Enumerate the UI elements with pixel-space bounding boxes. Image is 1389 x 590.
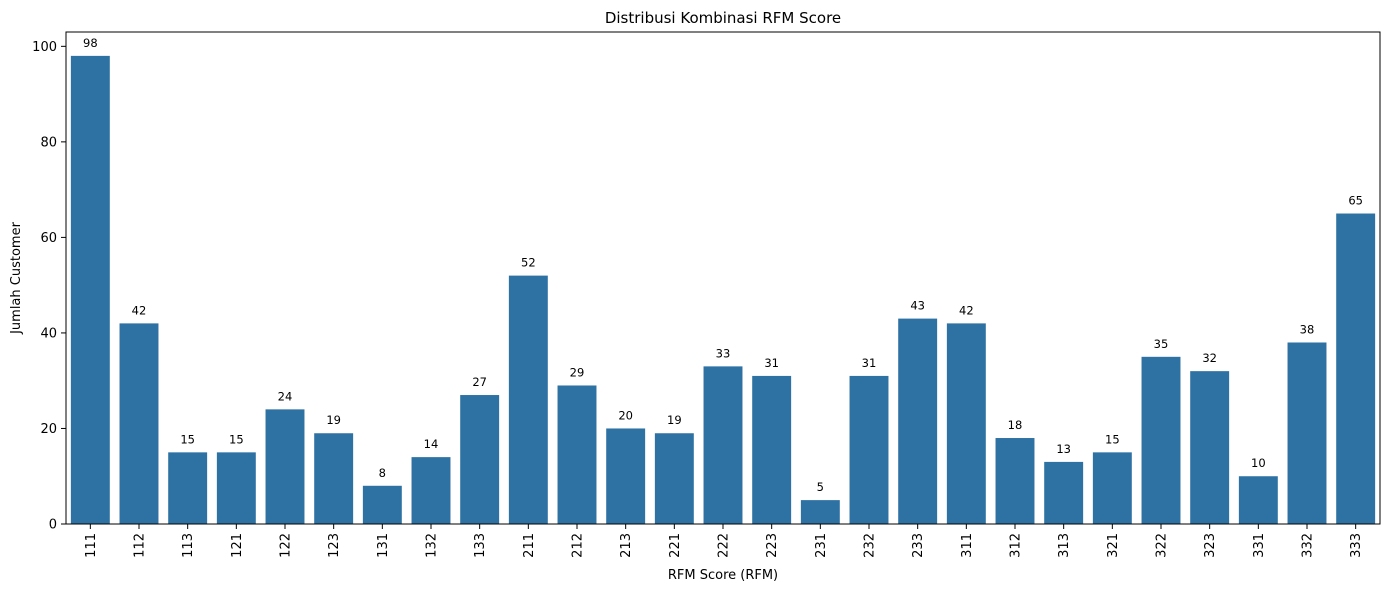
x-tick-label: 323 — [1203, 533, 1218, 558]
y-tick-label: 0 — [49, 518, 57, 533]
x-tick-label: 222 — [717, 533, 732, 558]
data-label-221: 19 — [667, 413, 682, 427]
bar-112 — [119, 323, 159, 524]
bar-212 — [557, 385, 597, 524]
data-label-323: 32 — [1202, 351, 1217, 365]
bar-213 — [606, 428, 646, 524]
bar-313 — [1044, 461, 1084, 524]
y-axis-ticks: 0 20 40 60 80 100 — [32, 40, 66, 533]
data-label-113: 15 — [180, 432, 195, 446]
data-label-112: 42 — [132, 303, 147, 317]
x-tick-label: 233 — [911, 533, 926, 558]
x-tick-label: 332 — [1301, 533, 1316, 558]
bar-332 — [1287, 342, 1327, 524]
bar-331 — [1238, 476, 1278, 524]
x-tick-label: 132 — [425, 533, 440, 558]
x-tick-label: 311 — [960, 533, 975, 558]
x-tick-label: 131 — [376, 533, 391, 558]
data-label-223: 31 — [764, 356, 779, 370]
data-label-312: 18 — [1008, 418, 1023, 432]
bar-111 — [70, 55, 110, 525]
data-label-123: 19 — [326, 413, 341, 427]
y-tick-label: 20 — [40, 422, 57, 437]
bar-222 — [703, 366, 743, 524]
bar-232 — [849, 375, 889, 524]
data-label-233: 43 — [910, 299, 925, 313]
bar-323 — [1190, 371, 1230, 524]
bar-311 — [946, 323, 986, 524]
bar-122 — [265, 409, 305, 524]
data-label-213: 20 — [618, 408, 633, 422]
data-label-232: 31 — [862, 356, 877, 370]
bar-333 — [1336, 213, 1376, 524]
bar-312 — [995, 438, 1035, 524]
bar-221 — [654, 433, 694, 524]
x-tick-label: 121 — [230, 533, 245, 558]
bar-132 — [411, 457, 451, 524]
data-labels-group: 98 42 15 15 24 19 8 14 27 52 29 20 19 33 31 5 31 43 42 18 13… — [83, 36, 1363, 494]
bar-233 — [898, 318, 938, 524]
data-label-212: 29 — [570, 365, 585, 379]
data-label-321: 15 — [1105, 432, 1120, 446]
bars-group — [70, 55, 1376, 525]
chart-title: Distribusi Kombinasi RFM Score — [605, 9, 841, 27]
data-label-111: 98 — [83, 36, 98, 50]
data-label-211: 52 — [521, 256, 536, 270]
x-tick-label: 133 — [473, 533, 488, 558]
x-tick-label: 122 — [279, 533, 294, 558]
y-tick-label: 40 — [40, 326, 57, 341]
plot-frame — [65, 31, 1381, 525]
data-label-333: 65 — [1348, 194, 1363, 208]
x-tick-label: 333 — [1349, 533, 1364, 558]
x-tick-label: 231 — [814, 533, 829, 558]
x-tick-label: 113 — [181, 533, 196, 558]
data-label-122: 24 — [278, 389, 293, 403]
x-tick-label: 211 — [522, 533, 537, 558]
x-tick-label: 313 — [1057, 533, 1072, 558]
data-label-231: 5 — [817, 480, 824, 494]
x-tick-label: 212 — [571, 533, 586, 558]
x-tick-label: 232 — [863, 533, 878, 558]
bar-113 — [168, 452, 208, 524]
x-tick-label: 221 — [668, 533, 683, 558]
x-tick-label: 223 — [765, 533, 780, 558]
y-tick-label: 100 — [32, 40, 57, 55]
x-tick-label: 322 — [1155, 533, 1170, 558]
x-tick-label: 123 — [327, 533, 342, 558]
data-label-311: 42 — [959, 303, 974, 317]
y-tick-label: 80 — [40, 135, 57, 150]
data-label-313: 13 — [1056, 442, 1071, 456]
data-label-131: 8 — [379, 466, 386, 480]
x-tick-label: 111 — [84, 533, 99, 558]
data-label-331: 10 — [1251, 456, 1266, 470]
bar-123 — [314, 433, 354, 524]
data-label-132: 14 — [424, 437, 439, 451]
bar-121 — [216, 452, 256, 524]
y-tick-label: 60 — [40, 231, 57, 246]
bar-133 — [460, 395, 500, 524]
data-label-322: 35 — [1154, 337, 1169, 351]
data-label-121: 15 — [229, 432, 244, 446]
x-tick-label: 321 — [1106, 533, 1121, 558]
x-tick-label: 213 — [619, 533, 634, 558]
data-label-133: 27 — [472, 375, 487, 389]
x-axis-ticks: 111 112 113 121 122 123 131 132 133 211 212 213 221 2… — [84, 524, 1364, 558]
data-label-222: 33 — [716, 346, 731, 360]
y-axis-title: Jumlah Customer — [9, 221, 24, 334]
bar-231 — [800, 500, 840, 524]
bar-322 — [1141, 356, 1181, 524]
x-tick-label: 112 — [133, 533, 148, 558]
x-axis-title: RFM Score (RFM) — [668, 568, 778, 583]
data-label-332: 38 — [1300, 322, 1315, 336]
bar-223 — [752, 375, 792, 524]
bar-131 — [362, 485, 402, 524]
bar-321 — [1092, 452, 1132, 524]
x-tick-label: 312 — [1009, 533, 1024, 558]
bar-211 — [508, 275, 548, 524]
x-tick-label: 331 — [1252, 533, 1267, 558]
